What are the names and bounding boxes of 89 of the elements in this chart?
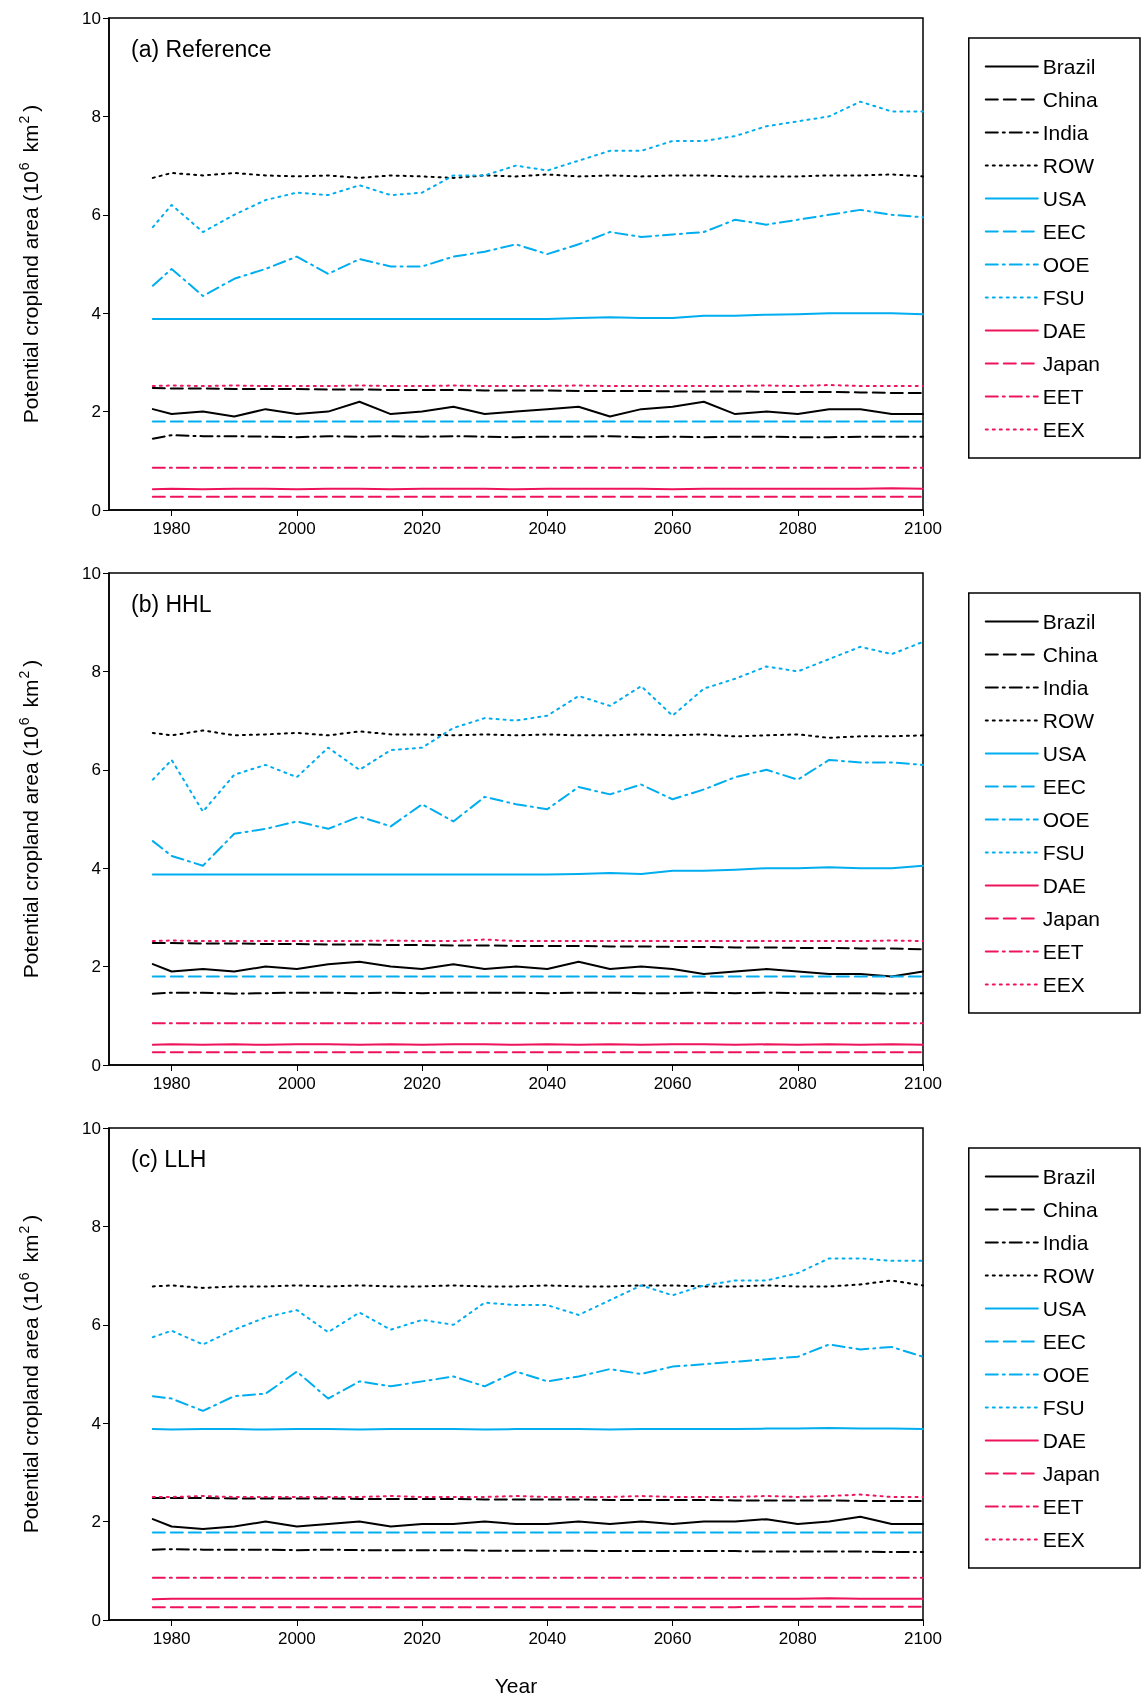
- x-tick-label: 2080: [778, 1629, 817, 1648]
- legend-label: EET: [1042, 1495, 1084, 1518]
- x-tick-label: 2080: [778, 1074, 817, 1093]
- legend-label: EEC: [1042, 220, 1086, 243]
- y-tick-label: 4: [91, 303, 101, 323]
- x-tick-label: 2100: [904, 1074, 942, 1093]
- line-series: [151, 100, 924, 234]
- text: (c) LLH: [131, 1145, 207, 1172]
- line-series: [151, 640, 924, 813]
- x-tick-label: 2060: [653, 1074, 692, 1093]
- legend-label: OOE: [1042, 253, 1090, 276]
- legend-label: EEX: [1042, 973, 1085, 996]
- legend-label: China: [1042, 1198, 1098, 1221]
- legend-label: EEC: [1042, 1330, 1086, 1353]
- legend-label: ROW: [1042, 154, 1095, 177]
- legend-label: EET: [1042, 940, 1084, 963]
- y-tick-label: 0: [91, 500, 101, 520]
- legend-label: FSU: [1042, 1396, 1085, 1419]
- legend-label: DAE: [1042, 1429, 1086, 1452]
- legend-label: DAE: [1042, 874, 1086, 897]
- x-tick-label: 2020: [403, 1074, 441, 1093]
- x-tick-label: 2040: [528, 519, 567, 538]
- x-tick-label: 1980: [152, 1629, 191, 1648]
- x-tick-label: 2100: [904, 1629, 942, 1648]
- line-series: [151, 1343, 924, 1412]
- legend-label: India: [1042, 676, 1089, 699]
- line-series: [151, 208, 924, 297]
- x-tick-label: 2080: [778, 519, 817, 538]
- x-tick-label: 2100: [904, 519, 942, 538]
- text: (a) Reference: [131, 35, 272, 62]
- legend-label: EET: [1042, 385, 1084, 408]
- legend-label: Japan: [1042, 1462, 1100, 1485]
- legend-label: China: [1042, 643, 1098, 666]
- legend-label: Brazil: [1042, 610, 1096, 633]
- y-tick-label: 10: [82, 8, 101, 28]
- x-tick-label: 1980: [152, 519, 191, 538]
- x-tick-label: 2060: [653, 519, 692, 538]
- legend-label: USA: [1042, 187, 1086, 210]
- legend-label: DAE: [1042, 319, 1086, 342]
- y-tick-label: 8: [91, 106, 101, 126]
- x-tick-label: 2000: [277, 519, 316, 538]
- line-series: [151, 1257, 924, 1346]
- legend-label: ROW: [1042, 1264, 1095, 1287]
- legend-label: Japan: [1042, 907, 1100, 930]
- y-tick-label: 8: [91, 661, 101, 681]
- y-tick-label: 10: [82, 563, 101, 583]
- legend-label: EEC: [1042, 775, 1086, 798]
- y-tick-label: 6: [91, 760, 101, 780]
- legend-label: OOE: [1042, 1363, 1090, 1386]
- text: (b) HHL: [131, 590, 212, 617]
- x-tick-label: 2000: [277, 1629, 316, 1648]
- legend-label: OOE: [1042, 808, 1090, 831]
- y-tick-label: 4: [91, 1413, 101, 1433]
- legend-label: ROW: [1042, 709, 1095, 732]
- legend-label: EEX: [1042, 1528, 1085, 1551]
- legend-label: USA: [1042, 742, 1086, 765]
- y-axis-title: Potential cropland area (106 km2): [16, 104, 42, 424]
- y-axis-title: Potential cropland area (106 km2): [16, 659, 42, 979]
- legend-label: EEX: [1042, 418, 1085, 441]
- legend-label: USA: [1042, 1297, 1086, 1320]
- legend-label: FSU: [1042, 841, 1085, 864]
- x-tick-label: 2040: [528, 1629, 567, 1648]
- x-tick-label: 2000: [277, 1074, 316, 1093]
- y-tick-label: 2: [91, 957, 101, 977]
- y-tick-label: 0: [91, 1610, 101, 1630]
- y-tick-label: 10: [82, 1118, 101, 1138]
- y-axis-title: Potential cropland area (106 km2): [16, 1214, 42, 1534]
- x-tick-label: 2020: [403, 1629, 441, 1648]
- y-tick-label: 2: [91, 402, 101, 422]
- x-tick-label: 2040: [528, 1074, 567, 1093]
- legend-label: FSU: [1042, 286, 1085, 309]
- legend-label: Brazil: [1042, 55, 1096, 78]
- legend-label: China: [1042, 88, 1098, 111]
- x-tick-label: 1980: [152, 1074, 191, 1093]
- line-series: [151, 864, 924, 876]
- x-tick-label: 2060: [653, 1629, 692, 1648]
- y-tick-label: 8: [91, 1216, 101, 1236]
- y-tick-label: 2: [91, 1512, 101, 1532]
- legend-label: India: [1042, 1231, 1089, 1254]
- legend-label: Japan: [1042, 352, 1100, 375]
- x-tick-label: 2020: [403, 519, 441, 538]
- legend-label: Brazil: [1042, 1165, 1096, 1188]
- y-tick-label: 4: [91, 858, 101, 878]
- y-tick-label: 6: [91, 1315, 101, 1335]
- y-tick-label: 0: [91, 1055, 101, 1075]
- y-tick-label: 6: [91, 205, 101, 225]
- legend-label: India: [1042, 121, 1089, 144]
- line-series: [151, 758, 924, 867]
- x-axis-title: Year: [494, 1674, 538, 1697]
